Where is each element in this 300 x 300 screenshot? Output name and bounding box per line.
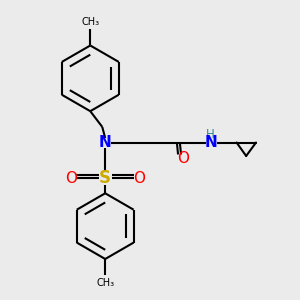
Text: CH₃: CH₃ [81, 17, 99, 27]
Text: O: O [65, 171, 77, 186]
Text: O: O [134, 171, 146, 186]
Text: N: N [205, 135, 217, 150]
Text: S: S [99, 169, 111, 188]
Text: N: N [99, 135, 112, 150]
Text: O: O [177, 152, 189, 166]
Text: H: H [206, 128, 215, 141]
Text: CH₃: CH₃ [96, 278, 114, 287]
